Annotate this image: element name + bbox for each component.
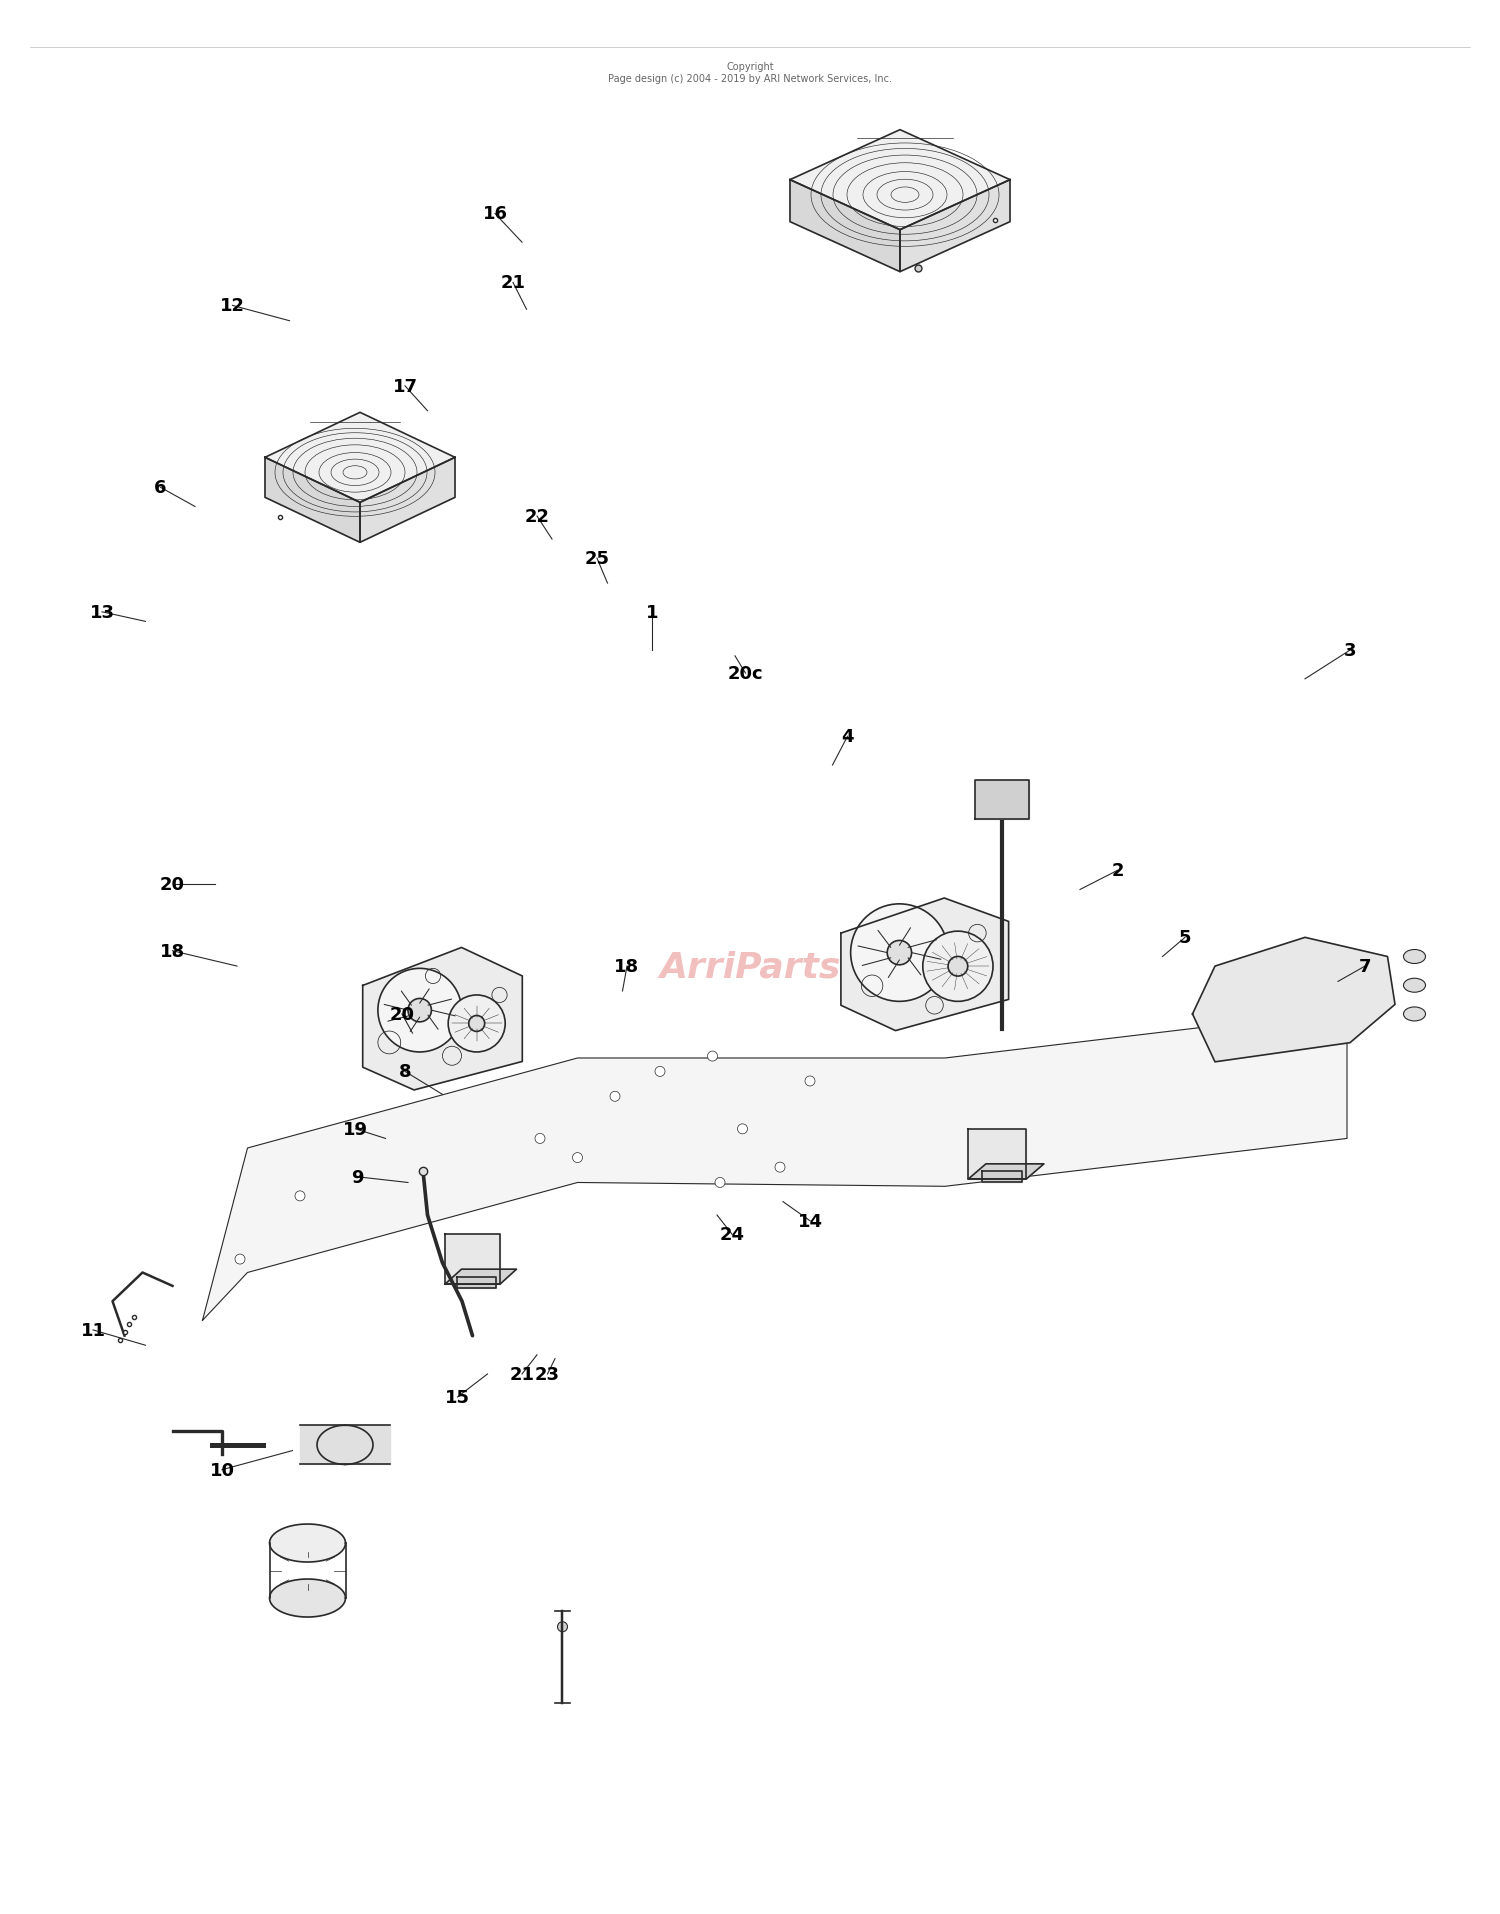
Polygon shape — [969, 1129, 1026, 1179]
Text: 5: 5 — [1179, 928, 1191, 947]
Text: 1: 1 — [646, 603, 658, 622]
Text: 24: 24 — [720, 1225, 744, 1244]
Polygon shape — [202, 1011, 1347, 1321]
Circle shape — [656, 1066, 664, 1078]
Text: 21: 21 — [501, 274, 525, 293]
Text: 21: 21 — [510, 1365, 534, 1384]
Polygon shape — [975, 781, 1029, 819]
Text: 10: 10 — [210, 1460, 234, 1480]
Circle shape — [408, 999, 432, 1022]
Circle shape — [738, 1124, 747, 1135]
Polygon shape — [363, 947, 522, 1091]
Circle shape — [236, 1254, 244, 1265]
Circle shape — [558, 1621, 567, 1633]
Text: 7: 7 — [1359, 957, 1371, 976]
Circle shape — [536, 1133, 544, 1145]
Text: ArriParts: ArriParts — [660, 949, 840, 984]
Circle shape — [850, 905, 948, 1001]
Circle shape — [573, 1152, 582, 1164]
Text: 20: 20 — [160, 875, 184, 894]
Circle shape — [708, 1051, 717, 1062]
Circle shape — [886, 942, 912, 965]
Ellipse shape — [1404, 949, 1425, 965]
Text: 20: 20 — [390, 1005, 414, 1024]
Circle shape — [922, 932, 993, 1001]
Polygon shape — [360, 457, 454, 544]
Polygon shape — [900, 180, 1010, 272]
Polygon shape — [270, 1524, 345, 1562]
Ellipse shape — [1404, 1007, 1425, 1022]
Text: 3: 3 — [1344, 641, 1356, 660]
Text: 12: 12 — [220, 297, 245, 316]
Polygon shape — [266, 457, 360, 544]
Text: 6: 6 — [154, 478, 166, 498]
Text: 8: 8 — [399, 1062, 411, 1081]
Text: 4: 4 — [842, 727, 854, 746]
Text: 23: 23 — [536, 1365, 560, 1384]
Circle shape — [716, 1177, 724, 1189]
Text: 19: 19 — [344, 1120, 368, 1139]
Text: Copyright
Page design (c) 2004 - 2019 by ARI Network Services, Inc.: Copyright Page design (c) 2004 - 2019 by… — [608, 61, 892, 84]
Circle shape — [296, 1191, 304, 1202]
Polygon shape — [969, 1164, 1044, 1179]
Text: 17: 17 — [393, 377, 417, 396]
Circle shape — [610, 1091, 620, 1102]
Polygon shape — [458, 1277, 497, 1288]
Circle shape — [448, 995, 506, 1053]
Circle shape — [468, 1016, 484, 1032]
Text: 18: 18 — [160, 942, 184, 961]
Polygon shape — [300, 1426, 390, 1464]
Polygon shape — [790, 130, 1010, 230]
Text: 14: 14 — [798, 1212, 822, 1231]
Text: 16: 16 — [483, 205, 507, 224]
Ellipse shape — [1404, 978, 1425, 993]
Circle shape — [378, 968, 462, 1053]
Polygon shape — [446, 1269, 516, 1284]
Text: 22: 22 — [525, 507, 549, 526]
Polygon shape — [446, 1235, 500, 1284]
Text: 20c: 20c — [728, 664, 764, 683]
Polygon shape — [270, 1579, 345, 1617]
Text: 9: 9 — [351, 1168, 363, 1187]
Polygon shape — [842, 898, 1008, 1032]
Circle shape — [948, 957, 968, 976]
Polygon shape — [790, 180, 900, 272]
Text: 25: 25 — [585, 549, 609, 568]
Circle shape — [806, 1076, 814, 1087]
Polygon shape — [1192, 938, 1395, 1062]
Text: 13: 13 — [90, 603, 114, 622]
Polygon shape — [266, 413, 454, 503]
Circle shape — [776, 1162, 784, 1173]
Polygon shape — [981, 1171, 1022, 1183]
Text: 2: 2 — [1112, 861, 1124, 880]
Text: 15: 15 — [446, 1388, 470, 1407]
Text: 18: 18 — [615, 957, 639, 976]
Text: 11: 11 — [81, 1321, 105, 1340]
